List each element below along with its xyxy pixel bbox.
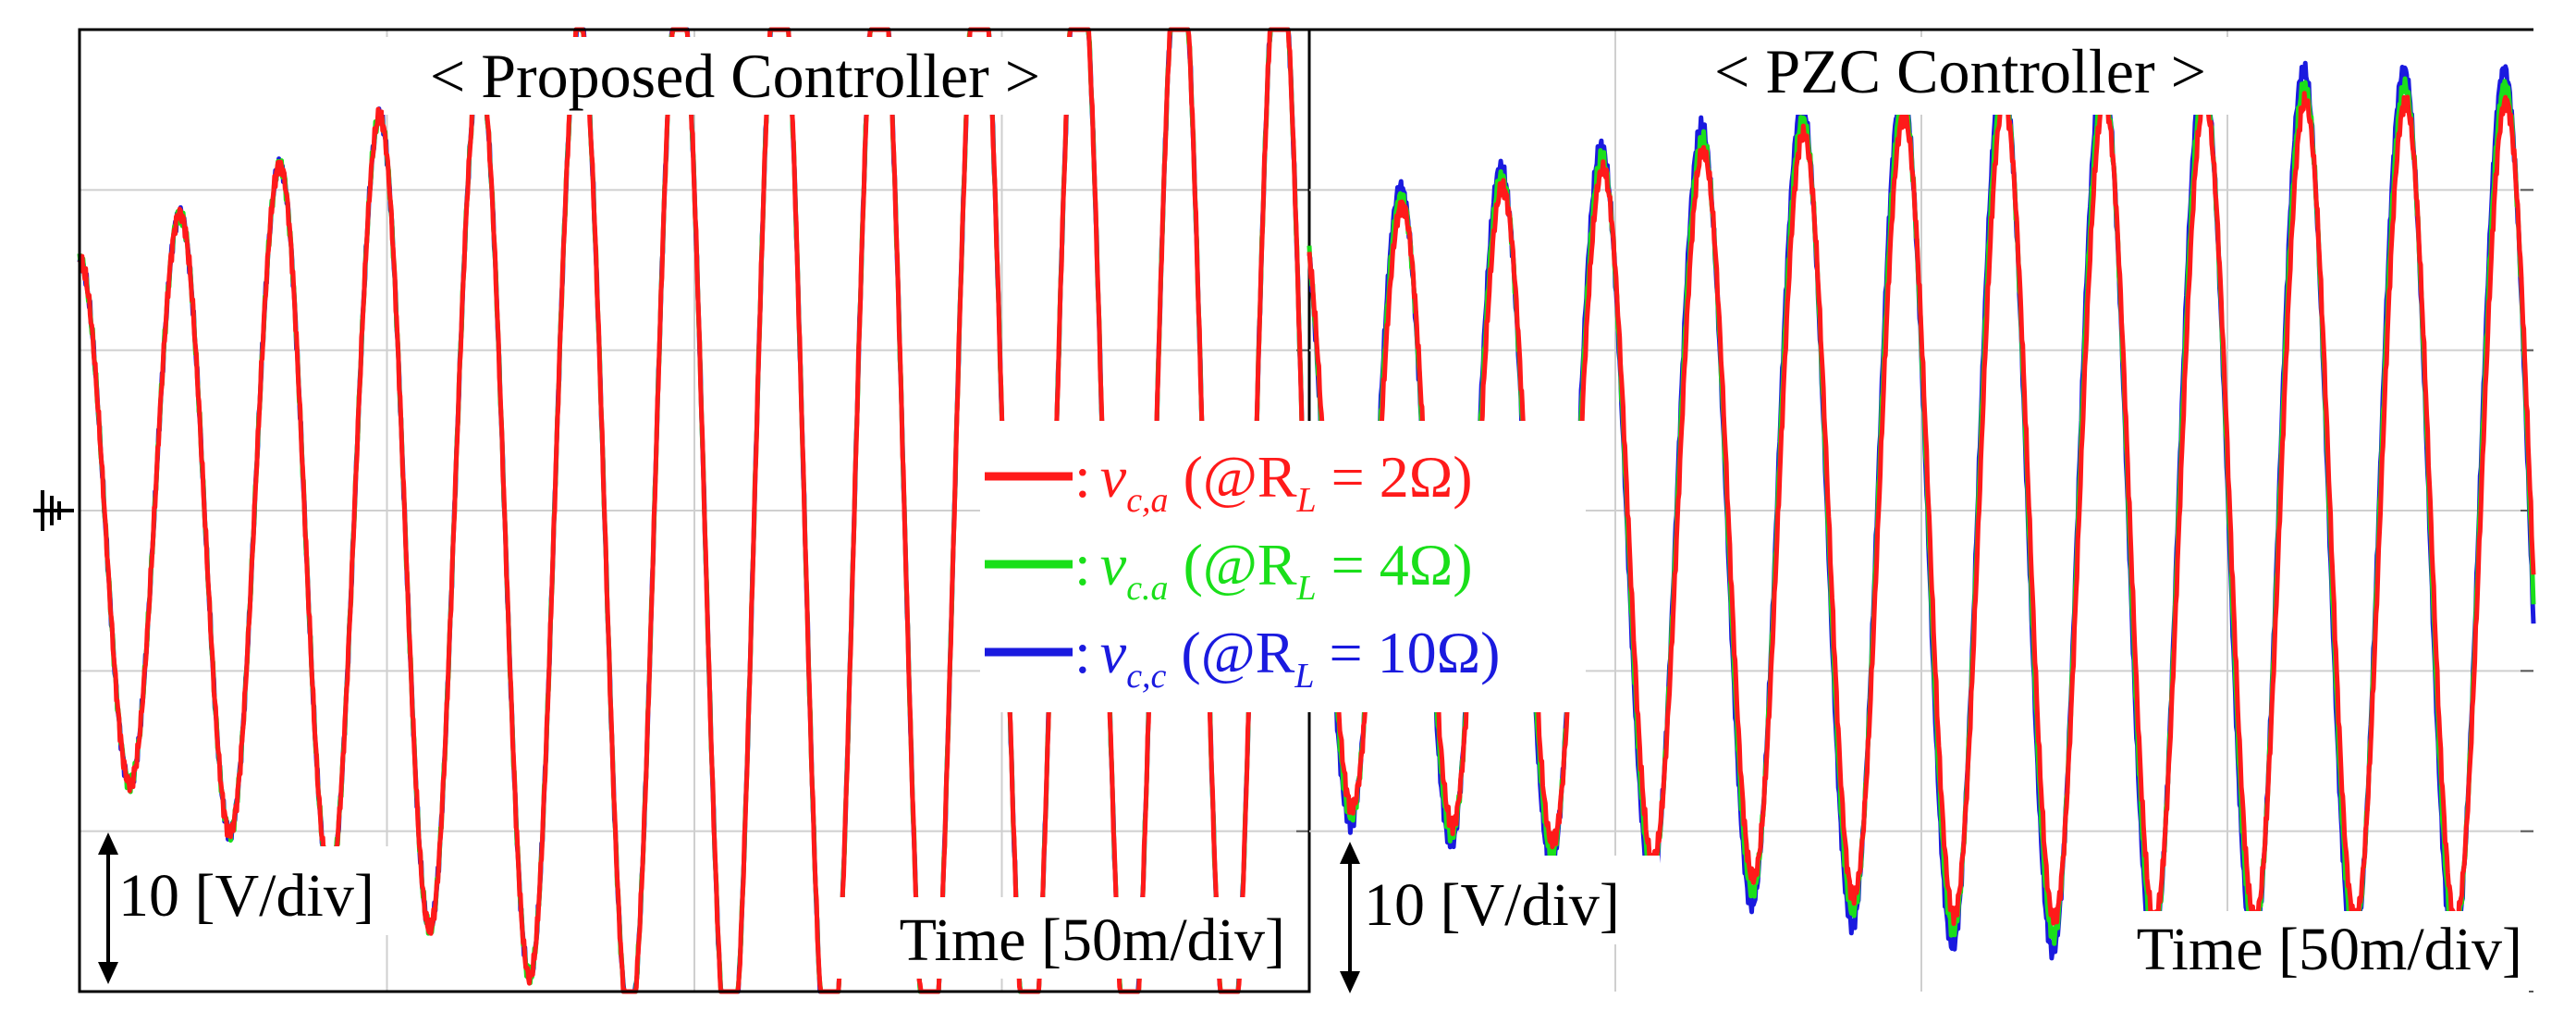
legend-label: : vc.a (@RL = 4Ω) bbox=[1074, 532, 1473, 608]
panel-title: < PZC Controller > bbox=[1714, 36, 2206, 106]
legend: : vc,a (@RL = 2Ω) : vc.a (@RL = 4Ω) : vc,c (@RL … bbox=[980, 421, 1586, 712]
legend-background bbox=[980, 421, 1586, 712]
time-label-background bbox=[832, 897, 1294, 979]
legend-label: : vc,c (@RL = 10Ω) bbox=[1074, 620, 1500, 696]
legend-item: : vc.a (@RL = 4Ω) bbox=[985, 532, 1473, 608]
legend-item: : vc,c (@RL = 10Ω) bbox=[985, 620, 1500, 696]
voltage-scale-arrow bbox=[98, 832, 118, 984]
voltage-scale-label: 10 [V/div] bbox=[118, 862, 374, 930]
voltage-scale-arrow bbox=[1340, 842, 1360, 993]
legend-item: : vc,a (@RL = 2Ω) bbox=[985, 444, 1473, 520]
title-background bbox=[384, 37, 1086, 115]
time-label-background bbox=[2071, 911, 2529, 992]
pzc-controller-panel: < PZC Controller > Time [50m/div] 10 [V/… bbox=[1306, 28, 2536, 993]
proposed-controller-panel: < Proposed Controller > Time [50m/div] 1… bbox=[77, 27, 1312, 994]
time-scale-label: Time [50m/div] bbox=[900, 906, 1285, 974]
title-background bbox=[1674, 37, 2247, 115]
ground-reference-icon bbox=[33, 490, 74, 531]
time-scale-label: Time [50m/div] bbox=[2137, 916, 2522, 983]
voltage-label-background bbox=[109, 846, 414, 935]
voltage-scale-label: 10 [V/div] bbox=[1364, 871, 1620, 939]
panel-title: < Proposed Controller > bbox=[430, 41, 1040, 111]
waveform-traces bbox=[1306, 58, 2536, 961]
voltage-label-background bbox=[1355, 856, 1660, 944]
waveform-trace bbox=[1306, 91, 2536, 931]
legend-label: : vc,a (@RL = 2Ω) bbox=[1074, 444, 1473, 520]
